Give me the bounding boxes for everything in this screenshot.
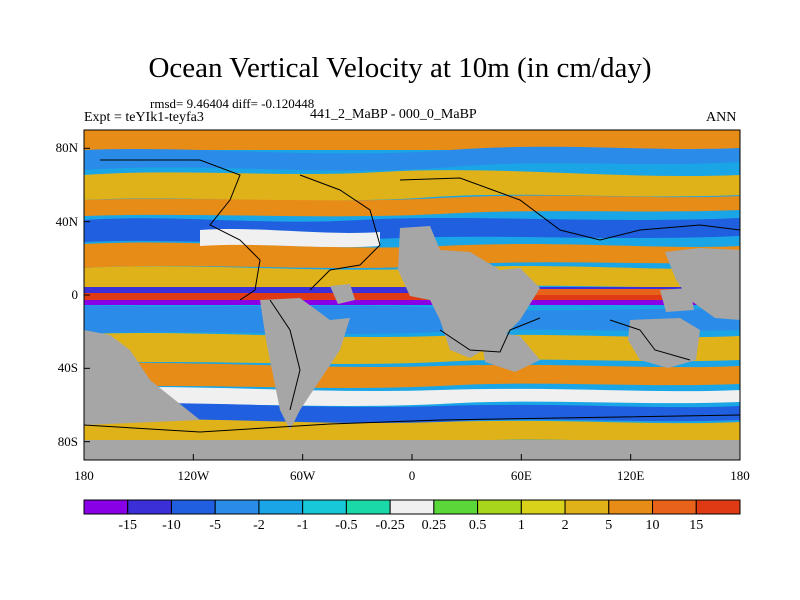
landmass-africa xyxy=(398,226,540,358)
chart-title: Ocean Vertical Velocity at 10m (in cm/da… xyxy=(148,52,652,84)
map-field xyxy=(84,130,740,460)
colorbar-label: 1 xyxy=(517,518,525,533)
lat-label: 40S xyxy=(57,360,78,376)
colorbar-label: -15 xyxy=(118,518,138,533)
lon-label: 120E xyxy=(616,468,645,483)
colorbar-swatch xyxy=(345,499,391,515)
season-label: ANN xyxy=(706,110,737,125)
landmass-west-pacific xyxy=(665,248,740,320)
lon-label: 60W xyxy=(290,468,316,483)
colorbar-swatch xyxy=(695,499,741,515)
colorbar-label: -10 xyxy=(162,518,181,533)
colorbar-swatch xyxy=(214,499,260,515)
colorbar-swatch xyxy=(302,499,347,515)
lat-label: 80N xyxy=(55,140,78,156)
landmass-australia xyxy=(628,318,700,368)
colorbar-label: -0.5 xyxy=(335,518,358,533)
colorbar-swatch xyxy=(127,499,172,515)
colorbar-swatch xyxy=(433,499,479,515)
colorbar-label: -5 xyxy=(209,518,222,533)
colorbar-swatch xyxy=(520,499,566,515)
colorbar-label: -2 xyxy=(253,518,265,533)
stats-text: rmsd= 9.46404 diff= -0.120448 xyxy=(150,96,315,111)
lon-label: 180 xyxy=(730,468,750,483)
colorbar-label: -0.25 xyxy=(375,518,405,533)
lat-label: 40N xyxy=(55,213,78,229)
lon-label: 120W xyxy=(177,468,210,483)
lat-label: 0 xyxy=(71,287,79,302)
colorbar-label: -1 xyxy=(296,518,309,533)
colorbar-swatch xyxy=(170,499,216,515)
colorbar-label: 5 xyxy=(605,518,613,533)
colorbar-swatch xyxy=(258,499,304,515)
colorbar-swatch xyxy=(652,499,697,515)
coastlines xyxy=(84,159,740,433)
colorbar-swatch xyxy=(564,499,610,515)
landmass-south-west xyxy=(84,330,200,425)
colorbar-label: 2 xyxy=(561,518,569,533)
colorbar-swatch xyxy=(477,499,522,515)
colorbar-swatch xyxy=(83,499,129,515)
colorbar-swatch xyxy=(389,499,435,515)
experiment-label: Expt = teYIk1-teyfa3 xyxy=(84,110,204,125)
landmass-south-america xyxy=(260,298,350,430)
lon-label: 60E xyxy=(510,468,532,483)
colorbar-label: 10 xyxy=(645,518,660,533)
colorbar-swatch xyxy=(608,499,654,515)
subtitle: 441_2_MaBP - 000_0_MaBP xyxy=(310,107,477,122)
colorbar-label: 15 xyxy=(689,518,704,533)
colorbar-label: 0.25 xyxy=(421,518,447,533)
lon-label: 180 xyxy=(74,468,94,483)
lon-label: 0 xyxy=(408,468,416,483)
colorbar-label: 0.5 xyxy=(468,518,487,533)
lat-label: 80S xyxy=(57,433,78,449)
